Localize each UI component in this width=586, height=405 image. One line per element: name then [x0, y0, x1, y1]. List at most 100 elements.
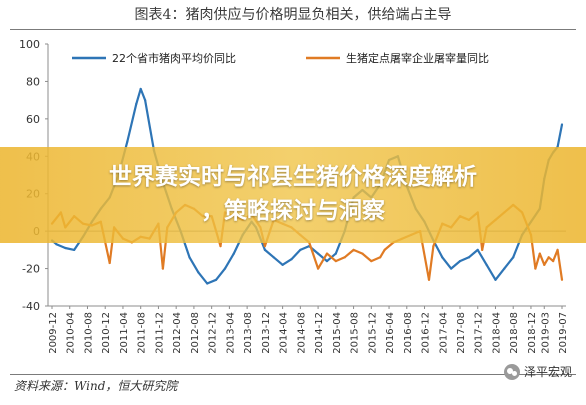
series-2-point: [334, 259, 337, 263]
series-2-point: [325, 252, 329, 255]
series-2-point: [547, 256, 550, 259]
x-tick-label: 2018-08: [509, 312, 520, 354]
series-2-point: [432, 245, 435, 248]
banner-title-line2: ，策略探讨与洞察: [201, 198, 385, 224]
series-2-point: [219, 245, 222, 248]
series-2-point: [427, 278, 431, 281]
y-tick-label: 80: [26, 75, 40, 88]
series-2-point: [316, 267, 320, 270]
watermark: 泽平宏观: [503, 363, 572, 380]
series-1-point: [334, 252, 337, 255]
x-axis: 2009-12 2010-04 2010-08 2010-12 2011-04 2011-…: [48, 230, 569, 354]
series-2-point: [379, 256, 382, 259]
series-1-point: [263, 248, 266, 251]
x-tick-label: 2016-12: [421, 312, 432, 354]
series-2-point: [352, 248, 355, 251]
series-1-point: [139, 87, 142, 91]
x-tick-label: 2019-03: [540, 312, 551, 354]
x-tick-label: 2017-12: [474, 312, 485, 354]
x-tick-label: 2009-12: [48, 312, 59, 354]
y-tick-label: 60: [26, 113, 40, 126]
series-2-point: [108, 261, 111, 265]
x-tick-label: 2012-04: [172, 312, 183, 354]
series-1-point: [64, 246, 67, 250]
source-note: 资料来源：Wind，恒大研究院: [14, 379, 178, 393]
series-2-point: [343, 256, 346, 259]
series-1-point: [299, 248, 302, 251]
x-tick-label: 2015-12: [367, 312, 378, 354]
x-tick-label: 2017-08: [456, 312, 467, 354]
series-2-point: [552, 259, 555, 263]
x-tick-label: 2013-08: [243, 312, 254, 354]
caption-rule: [10, 29, 576, 30]
series-1-point: [503, 267, 506, 270]
x-tick-label: 2019-07: [558, 312, 569, 354]
series-1-point: [290, 258, 293, 261]
legend: 22个省市猪肉平均价同比 生猪定点屠宰企业屠宰量同比: [72, 51, 489, 65]
series-2-point: [161, 267, 164, 270]
series-1-point: [560, 123, 564, 126]
banner-title: 世界赛实时与祁县生猪价格深度解析 ，策略探讨与洞察: [0, 160, 586, 228]
x-tick-label: 2016-04: [385, 312, 396, 354]
title-banner: [0, 147, 586, 243]
x-tick-label: 2011-08: [137, 312, 148, 354]
x-tick-label: 2015-04: [332, 312, 343, 354]
x-tick-label: 2014-04: [279, 312, 290, 354]
chart-caption: 图表4：猪肉供应与价格明显负相关，供给端占主导: [134, 7, 452, 23]
x-tick-label: 2012-12: [208, 312, 219, 354]
legend-label-2: 生猪定点屠宰企业屠宰量同比: [346, 51, 489, 65]
x-tick-label: 2018-04: [491, 312, 502, 354]
x-tick-label: 2012-08: [190, 312, 201, 354]
series-1-point: [316, 252, 320, 255]
series-1-point: [126, 140, 129, 143]
x-tick-label: 2014-08: [296, 312, 307, 354]
x-tick-label: 2017-04: [438, 312, 449, 354]
x-tick-label: 2016-08: [403, 312, 414, 354]
series-1-point: [73, 248, 76, 251]
wechat-icon: [503, 363, 520, 380]
series-2-point: [538, 252, 541, 255]
series-2-point: [370, 259, 373, 263]
series-1-point: [512, 256, 515, 259]
x-tick-label: 2013-12: [261, 312, 272, 354]
series-1-point: [325, 259, 329, 263]
series-1-point: [214, 278, 218, 281]
y-tick-label: -40: [22, 300, 40, 313]
series-1-point: [197, 271, 200, 274]
series-1-point: [223, 267, 227, 270]
legend-label-1: 22个省市猪肉平均价同比: [112, 51, 236, 65]
series-2-point: [361, 252, 364, 255]
y-tick-label: 100: [19, 38, 40, 51]
series-1-point: [272, 256, 275, 259]
series-2-point: [560, 278, 564, 281]
x-tick-label: 2010-12: [101, 312, 112, 354]
series-1-point: [135, 102, 138, 105]
series-1-point: [450, 267, 453, 270]
x-tick-label: 2010-04: [66, 312, 77, 354]
series-2-point: [481, 248, 484, 251]
series-1-point: [232, 252, 235, 255]
banner-title-line1: 世界赛实时与祁县生猪价格深度解析: [109, 164, 477, 190]
series-1-point: [206, 282, 209, 285]
series-2-point: [534, 267, 537, 270]
series-1-point: [458, 259, 462, 263]
x-tick-label: 2010-08: [83, 312, 94, 354]
x-tick-label: 2018-12: [527, 312, 538, 354]
series-1-point: [441, 256, 444, 259]
y-tick-label: -20: [22, 263, 40, 276]
x-tick-label: 2013-04: [225, 312, 236, 354]
watermark-text: 泽平宏观: [523, 365, 572, 379]
series-2-point: [263, 245, 266, 248]
series-1-point: [281, 263, 284, 266]
x-tick-label: 2015-08: [350, 312, 361, 354]
series-1-point: [144, 99, 147, 102]
source-rule: [10, 374, 576, 375]
series-2-point: [383, 248, 386, 251]
series-1-point: [485, 263, 488, 266]
series-1-point: [188, 256, 191, 259]
series-1-point: [494, 278, 497, 281]
series-2-point: [556, 248, 559, 251]
series-1-point: [476, 248, 479, 251]
x-tick-label: 2011-04: [119, 312, 130, 354]
series-2-point: [543, 263, 546, 266]
